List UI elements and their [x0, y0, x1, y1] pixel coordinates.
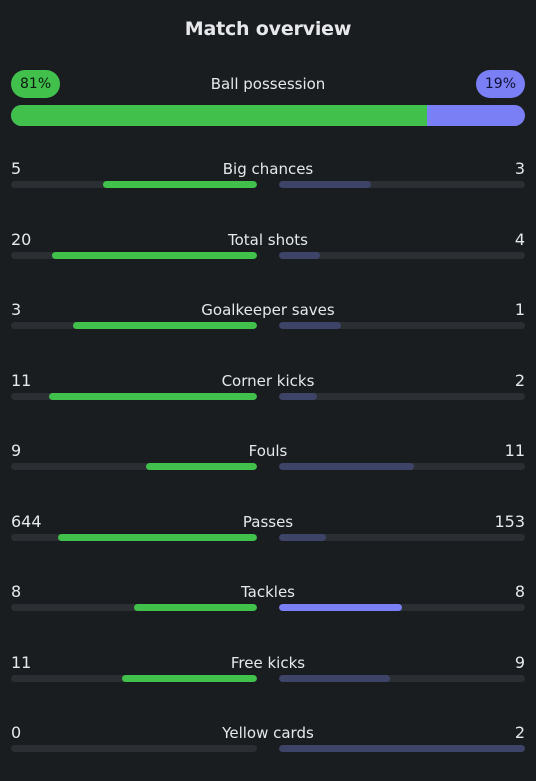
home-stat-bar-fill [146, 463, 257, 470]
away-stat-bar [279, 674, 525, 682]
home-stat-bar [11, 674, 257, 682]
home-stat-bar-fill [103, 181, 257, 188]
away-stat-bar-fill [279, 674, 390, 682]
stat-label: Passes [242, 512, 294, 531]
home-stat-bar-fill [134, 604, 257, 611]
away-possession-badge: 19% [475, 70, 525, 98]
possession-bar-home-fill [11, 105, 428, 126]
away-stat-value: 1 [514, 300, 525, 319]
stat-label: Big chances [222, 160, 314, 178]
away-stat-bar-fill [279, 463, 415, 470]
away-stat-bar-fill [279, 251, 321, 259]
stat-row: Passes 644 153 [0, 512, 536, 552]
stat-row: Total shots 20 4 [0, 230, 536, 270]
home-stat-bar [11, 322, 257, 329]
away-stat-value: 11 [504, 441, 525, 460]
home-stat-bar [11, 533, 257, 541]
away-stat-bar [279, 745, 525, 752]
stat-row: Big chances 5 3 [0, 159, 536, 199]
home-stat-value: 5 [11, 159, 22, 178]
stat-label: Yellow cards [222, 724, 314, 742]
away-stat-bar-fill [279, 745, 525, 752]
home-stat-bar-fill [58, 533, 257, 541]
home-stat-value: 0 [11, 723, 22, 742]
home-stat-bar [11, 392, 257, 400]
away-stat-bar-fill [279, 322, 341, 329]
stat-row: Tackles 8 8 [0, 582, 536, 622]
away-stat-value: 8 [514, 582, 525, 601]
home-stat-value: 8 [11, 582, 22, 601]
away-stat-bar [279, 604, 525, 611]
home-stat-bar [11, 745, 257, 752]
away-stat-value: 3 [514, 159, 525, 178]
away-stat-value: 9 [514, 652, 525, 672]
home-stat-bar [11, 181, 257, 188]
home-stat-bar-fill [72, 322, 257, 329]
home-stat-value: 20 [11, 229, 32, 249]
stat-label: Free kicks [230, 653, 306, 672]
stat-label: Tackles [240, 583, 296, 601]
away-stat-bar [279, 322, 525, 329]
away-stat-value: 2 [514, 723, 525, 742]
home-stat-value: 11 [11, 370, 32, 390]
home-stat-bar [11, 604, 257, 611]
stat-row: Fouls 9 11 [0, 441, 536, 481]
away-stat-bar-fill [279, 392, 317, 400]
home-stat-value: 9 [11, 441, 22, 460]
home-stat-bar [11, 463, 257, 470]
home-stat-bar [11, 251, 257, 259]
home-stat-value: 644 [11, 511, 42, 531]
away-stat-bar-fill [279, 533, 327, 541]
stat-label: Goalkeeper saves [201, 301, 335, 319]
away-stat-bar-fill [279, 604, 402, 611]
possession-label: Ball possession [210, 75, 326, 93]
stat-label: Corner kicks [221, 371, 315, 390]
stat-row: Corner kicks 11 2 [0, 371, 536, 411]
home-possession-badge: 81% [11, 70, 61, 98]
stat-label: Total shots [228, 230, 308, 249]
page-title: Match overview [184, 18, 352, 40]
away-stat-value: 4 [514, 229, 525, 249]
away-stat-bar [279, 463, 525, 470]
away-stat-bar [279, 251, 525, 259]
home-stat-bar-fill [52, 251, 257, 259]
away-stat-bar [279, 181, 525, 188]
possession-header: Ball possession 81% 19% [11, 70, 525, 98]
stat-row: Free kicks 11 9 [0, 653, 536, 693]
stat-label: Fouls [248, 442, 288, 460]
home-stat-bar-fill [121, 674, 257, 682]
home-stat-value: 3 [11, 300, 22, 319]
stat-row: Goalkeeper saves 3 1 [0, 300, 536, 340]
away-stat-bar-fill [279, 181, 372, 188]
home-stat-bar-fill [48, 392, 257, 400]
away-stat-bar [279, 533, 525, 541]
away-stat-value: 153 [494, 511, 525, 531]
possession-bar [11, 105, 525, 126]
stat-row: Yellow cards 0 2 [0, 723, 536, 763]
away-stat-bar [279, 392, 525, 400]
home-stat-value: 11 [11, 652, 32, 672]
away-stat-value: 2 [514, 370, 525, 390]
